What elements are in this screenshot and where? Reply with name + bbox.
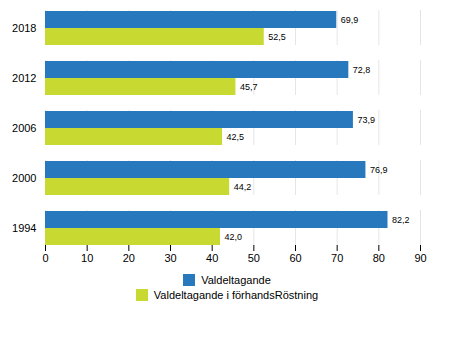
svg-text:70: 70 xyxy=(331,252,343,264)
svg-text:50: 50 xyxy=(248,252,260,264)
svg-text:90: 90 xyxy=(414,252,426,264)
html-text:Valdeltagande: Valdeltagande xyxy=(201,274,271,286)
svg-text:2006: 2006 xyxy=(12,122,36,134)
svg-text:20: 20 xyxy=(123,252,135,264)
svg-text:0: 0 xyxy=(42,252,48,264)
svg-text:2018: 2018 xyxy=(12,22,36,34)
svg-text:60: 60 xyxy=(289,252,301,264)
svg-text:1994: 1994 xyxy=(12,222,36,234)
svg-text:69,9: 69,9 xyxy=(341,15,359,25)
svg-text:44,2: 44,2 xyxy=(234,182,252,192)
svg-text:45,7: 45,7 xyxy=(240,82,258,92)
svg-text:73,9: 73,9 xyxy=(357,115,375,125)
svg-text:52,5: 52,5 xyxy=(268,32,286,42)
svg-text:30: 30 xyxy=(164,252,176,264)
svg-text:42,5: 42,5 xyxy=(227,132,245,142)
html-text:Valdeltagande i förhandsRöstni: Valdeltagande i förhandsRöstning xyxy=(153,289,319,301)
svg-text:76,9: 76,9 xyxy=(370,165,388,175)
svg-text:10: 10 xyxy=(81,252,93,264)
svg-text:72,8: 72,8 xyxy=(353,65,371,75)
svg-text:2012: 2012 xyxy=(12,72,36,84)
svg-text:80: 80 xyxy=(373,252,385,264)
svg-text:82,2: 82,2 xyxy=(392,215,410,225)
svg-text:40: 40 xyxy=(206,252,218,264)
svg-text:2000: 2000 xyxy=(12,172,36,184)
svg-text:42,0: 42,0 xyxy=(225,232,243,242)
